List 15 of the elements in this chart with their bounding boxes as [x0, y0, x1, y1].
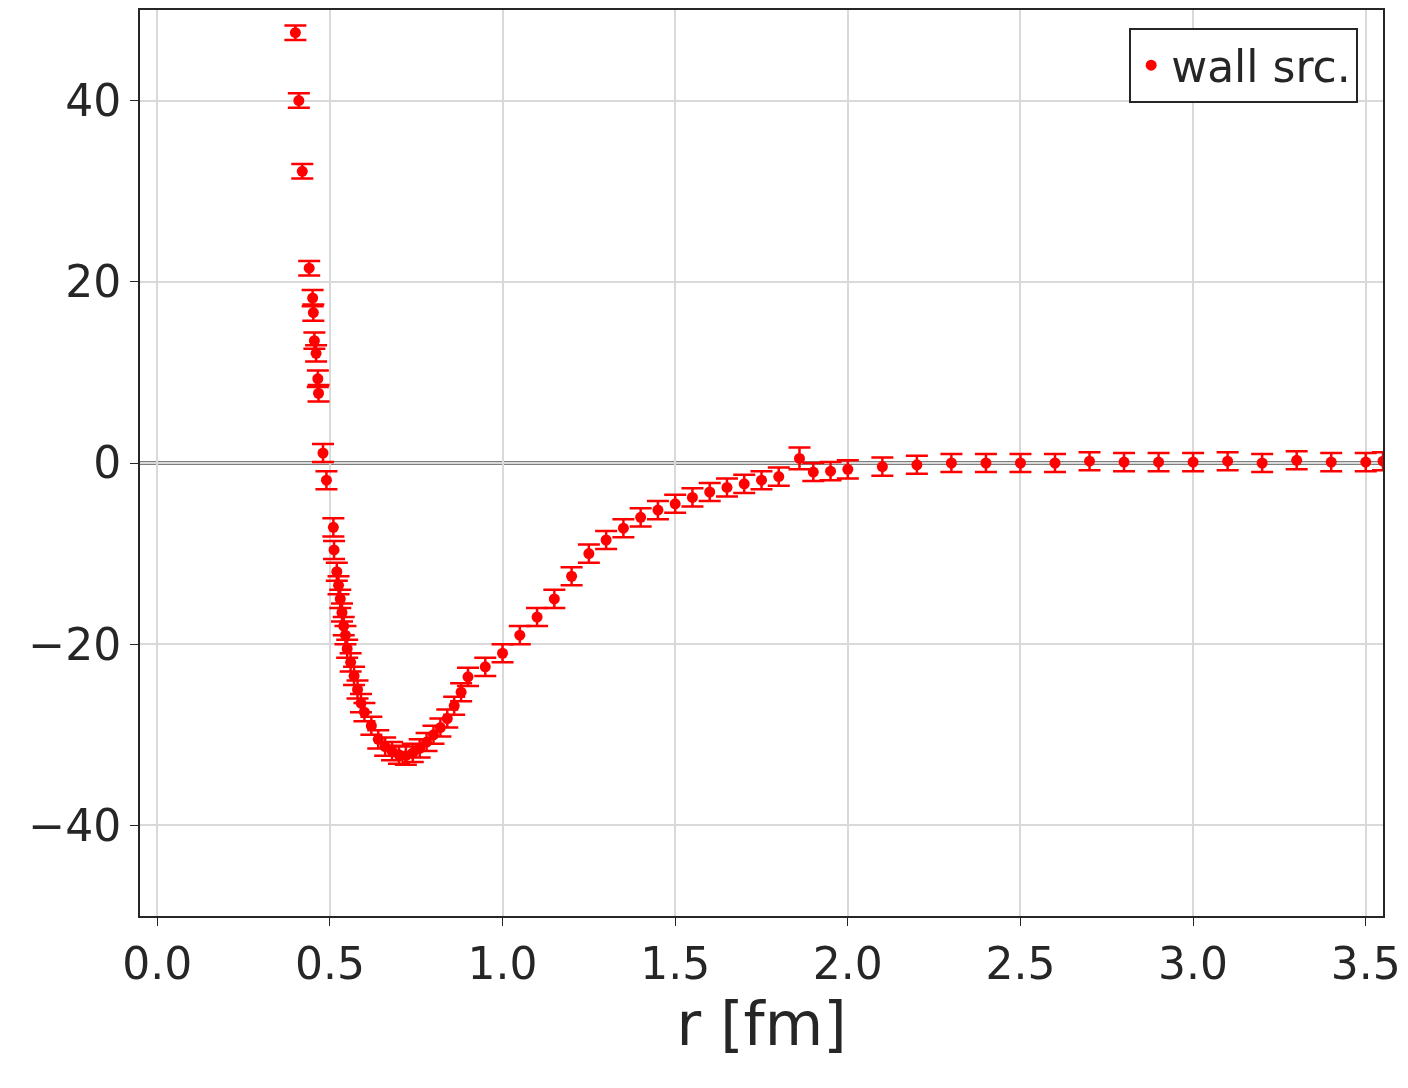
y-tick-label: −20 [28, 618, 122, 670]
x-tick-label: 3.0 [1158, 937, 1229, 989]
x-tick-label: 1.0 [467, 937, 538, 989]
legend-label: wall src. [1171, 41, 1351, 93]
x-tick-label: 2.0 [812, 937, 883, 989]
x-tick-label: 3.5 [1330, 937, 1401, 989]
y-tick-label: 0 [93, 437, 122, 489]
x-axis-title: r [fm] [676, 988, 847, 1059]
x-tick-label: 0.0 [122, 937, 193, 989]
x-tick-label: 1.5 [640, 937, 711, 989]
y-tick-label: 40 [65, 75, 122, 126]
x-tick-label: 0.5 [294, 937, 365, 989]
y-tick-label: 20 [65, 256, 122, 308]
x-tick-label: 2.5 [985, 937, 1056, 989]
y-tick-label: −40 [28, 799, 122, 851]
